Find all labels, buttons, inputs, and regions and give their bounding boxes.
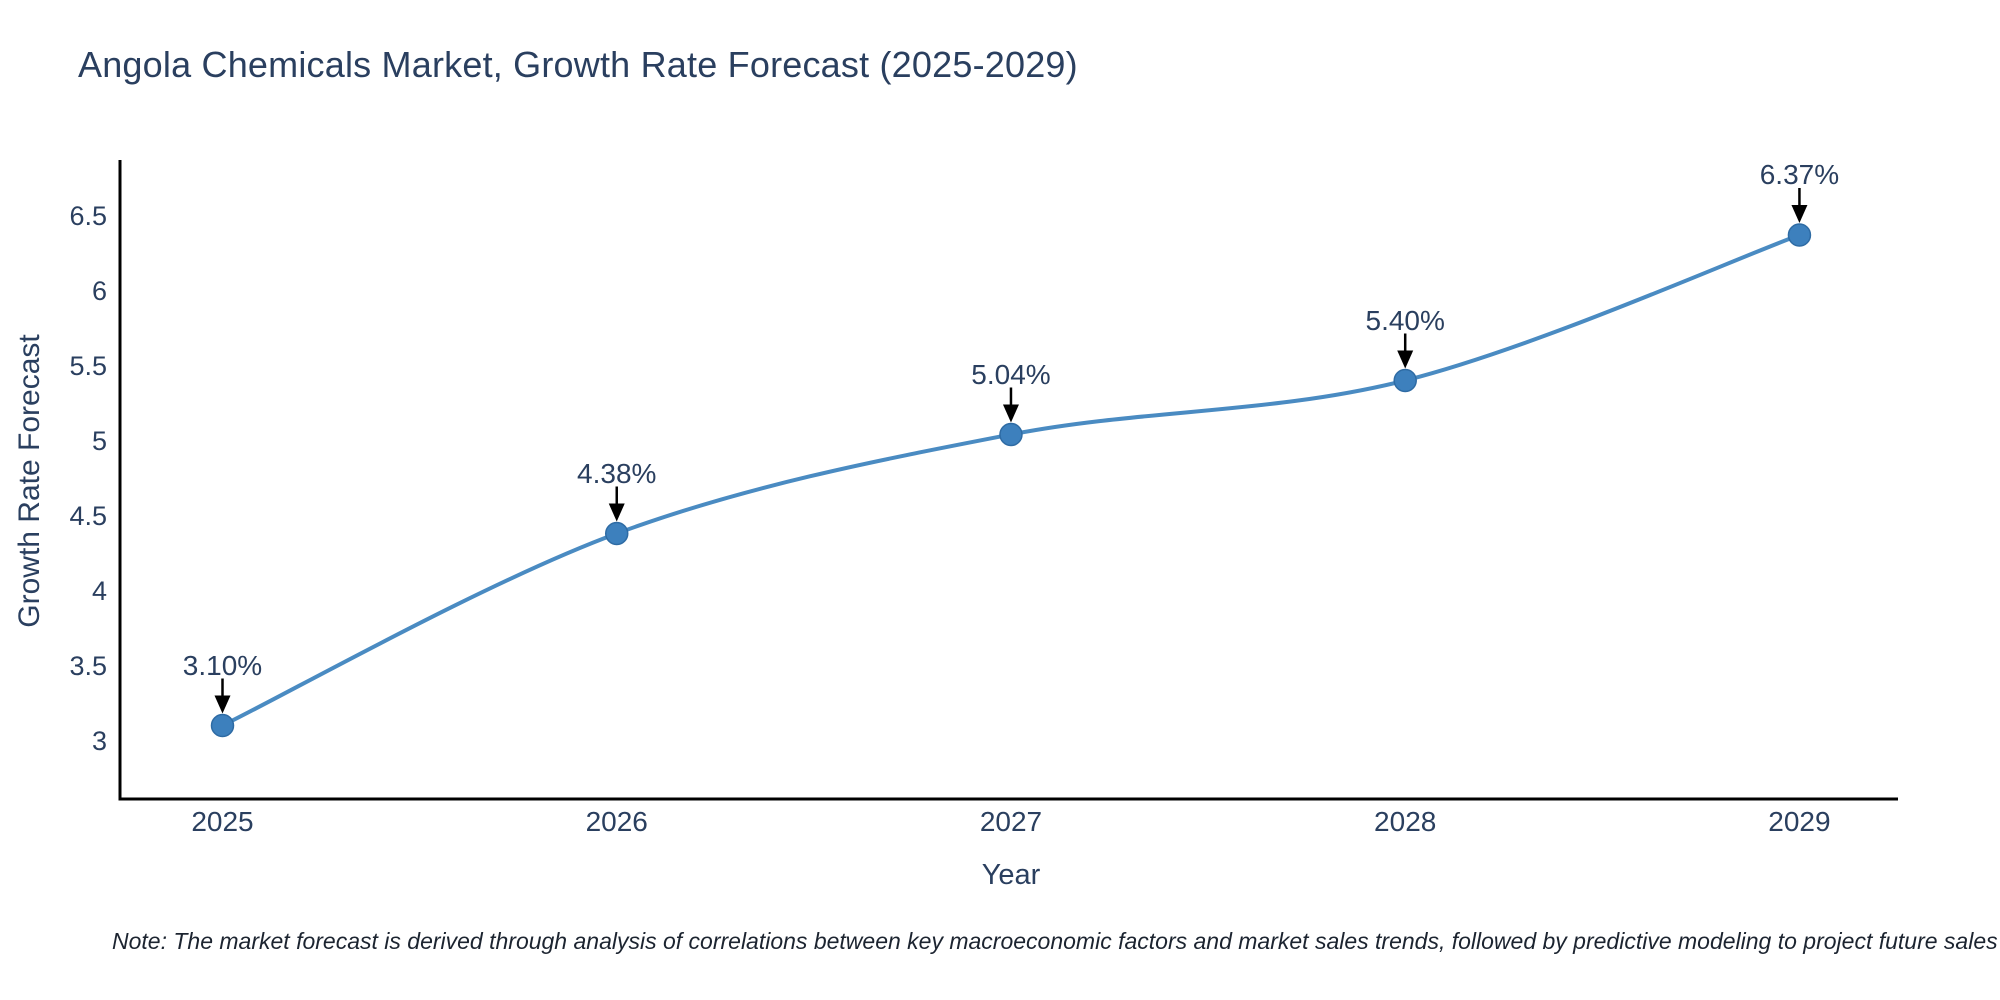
data-point-marker[interactable] [999, 422, 1023, 447]
y-tick-label: 5.5 [69, 350, 107, 381]
annotation-arrow-head [1397, 350, 1414, 369]
y-tick-label: 3 [91, 725, 107, 756]
x-tick-label: 2028 [1374, 806, 1437, 837]
data-point-marker[interactable] [1393, 368, 1417, 393]
y-tick-label: 6 [91, 275, 107, 306]
x-tick-label: 2027 [979, 806, 1043, 837]
data-point-marker[interactable] [210, 713, 235, 738]
y-tick-label: 4 [91, 575, 107, 606]
y-tick-label: 6.5 [69, 200, 107, 231]
y-tick-label: 4.5 [69, 500, 107, 531]
y-tick-label: 5 [91, 425, 107, 456]
annotation-arrow-head [608, 503, 625, 522]
data-point-marker[interactable] [1787, 223, 1812, 247]
point-value-label: 3.10% [182, 649, 263, 681]
annotation-arrow-head [214, 695, 231, 714]
x-tick-label: 2029 [1768, 806, 1831, 837]
y-tick-label: 3.5 [69, 650, 107, 681]
point-value-label: 4.38% [577, 457, 657, 489]
annotation-arrow-head [1791, 205, 1808, 223]
point-value-label: 5.40% [1365, 304, 1445, 336]
point-value-label: 6.37% [1759, 159, 1840, 190]
x-tick-label: 2025 [191, 806, 254, 837]
x-axis-title: Year [981, 859, 1041, 891]
x-tick-label: 2026 [585, 806, 648, 837]
forecast-line [221, 233, 1801, 728]
point-value-label: 5.04% [971, 358, 1051, 390]
note-text: Note: The market forecast is derived thr… [112, 928, 1998, 954]
axis-lines [118, 160, 1898, 801]
data-point-marker[interactable] [604, 521, 629, 546]
annotation-arrow-head [1002, 404, 1019, 423]
chart-title: Angola Chemicals Market, Growth Rate For… [78, 44, 1078, 85]
